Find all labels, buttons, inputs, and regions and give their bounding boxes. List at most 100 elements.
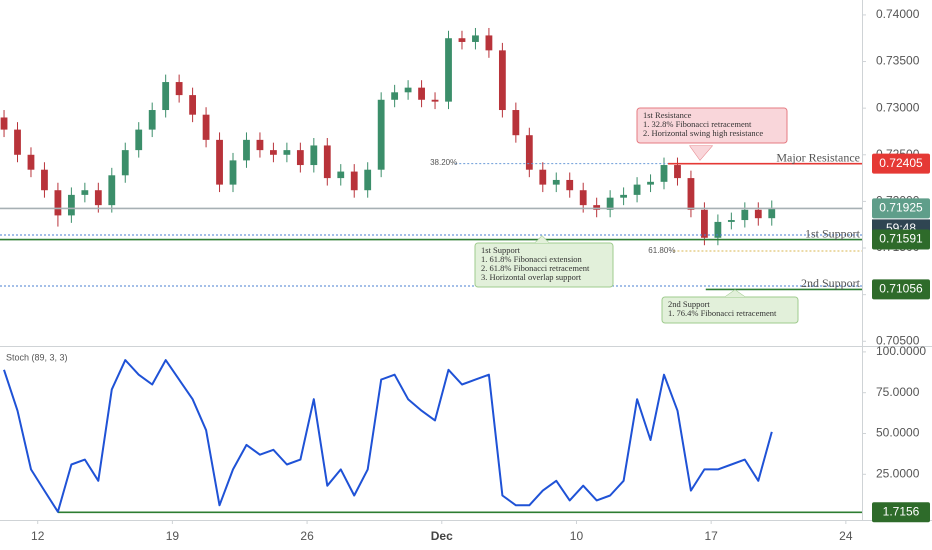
candle-body: [121, 150, 129, 176]
candle-body: [216, 139, 223, 185]
candle-body: [431, 99, 439, 102]
annotation-line: 1st Resistance: [643, 110, 692, 120]
candle-body: [54, 190, 62, 216]
candle-body: [135, 129, 143, 151]
candle-body: [81, 190, 89, 195]
candle-body: [202, 114, 210, 140]
candle-body: [14, 129, 21, 155]
annotation-box: [636, 107, 788, 144]
candle-body: [498, 50, 506, 111]
candle-body: [741, 209, 749, 221]
candle-body: [552, 179, 560, 185]
level-name: 2nd Support: [801, 276, 861, 290]
candle-body: [162, 82, 170, 111]
x-tick-label: 17: [704, 529, 718, 543]
stoch-title: Stoch (89, 3, 3): [6, 352, 68, 362]
candle-body: [364, 169, 372, 191]
fib-label: 61.80%: [648, 246, 675, 255]
candle-body: [647, 181, 654, 185]
candle-body: [512, 110, 520, 136]
price-tag: [872, 279, 930, 300]
candle-body: [175, 82, 183, 96]
price-tag-label: 0.71925: [879, 201, 923, 215]
candle-body: [41, 169, 48, 191]
annotation-line: 2nd Support: [668, 299, 710, 309]
price-tag: [872, 229, 930, 250]
candle-body: [323, 145, 331, 179]
y-tick-label: 50.0000: [876, 426, 920, 440]
annotation-pointer-cover: [725, 290, 745, 297]
level-name: 1st Support: [805, 226, 861, 240]
annotation-line: 1st Support: [481, 245, 521, 255]
level-tag: [872, 502, 930, 523]
candle-body: [701, 209, 708, 238]
candle-body: [485, 35, 493, 51]
candle-body: [579, 190, 587, 206]
candle-body: [243, 139, 250, 161]
candle-body: [566, 179, 574, 191]
price-tag: [872, 153, 930, 174]
candle-body: [660, 165, 668, 182]
level-tag-label: 1.7156: [883, 504, 920, 518]
price-tag: [872, 198, 930, 219]
candle-body: [296, 150, 304, 166]
y-tick-label: 25.0000: [876, 466, 920, 480]
candle-body: [377, 99, 385, 170]
x-tick-label: 12: [31, 529, 45, 543]
candle-body: [458, 38, 466, 42]
level-name: Major Resistance: [776, 150, 860, 164]
candle-body: [418, 87, 425, 100]
candle-body: [472, 35, 479, 42]
y-tick-label: 0.73500: [876, 54, 920, 68]
x-tick-label: 24: [839, 529, 853, 543]
x-tick-label: Dec: [431, 529, 453, 543]
y-tick-label: 100.0000: [876, 344, 926, 358]
candle-body: [768, 207, 776, 219]
candle-body: [337, 171, 345, 179]
candle-body: [593, 205, 601, 210]
candle-body: [189, 95, 197, 115]
candle-body: [606, 197, 614, 210]
candle-body: [525, 135, 533, 170]
candle-body: [350, 171, 358, 191]
y-tick-label: 0.74000: [876, 7, 920, 21]
candle-body: [229, 160, 237, 185]
candle-body: [687, 178, 695, 210]
candle-body: [27, 154, 35, 170]
candle-body: [620, 194, 628, 198]
candle-body: [539, 169, 547, 185]
candle-body: [445, 38, 452, 102]
price-tag-label: 0.71056: [879, 282, 923, 296]
annotation-pointer-cover: [690, 146, 712, 160]
candle-body: [148, 110, 156, 130]
x-tick-label: 26: [300, 529, 314, 543]
stoch-line: [3, 359, 773, 513]
y-tick-label: 0.70500: [876, 333, 920, 347]
annotation-line: 2. Horizontal swing high resistance: [643, 128, 763, 138]
annotation-line: 2. 61.8% Fibonacci retracement: [481, 263, 590, 273]
y-tick-label: 0.73000: [876, 100, 920, 114]
candle-body: [754, 209, 762, 219]
y-tick-label: 75.0000: [876, 385, 920, 399]
candle-body: [310, 145, 318, 166]
annotation-pointer-cover: [535, 236, 549, 243]
annotation-line: 1. 76.4% Fibonacci retracement: [668, 308, 777, 318]
candle-body: [404, 87, 412, 93]
candle-body: [67, 194, 75, 216]
candle-body: [108, 175, 116, 206]
annotation-line: 1. 32.8% Fibonacci retracement: [643, 119, 752, 129]
candle-body: [633, 184, 641, 195]
price-tag-label: 0.71591: [879, 232, 923, 246]
candle-body: [391, 92, 399, 100]
x-tick-label: 19: [166, 529, 180, 543]
candle-body: [674, 165, 681, 179]
annotation-line: 3. Horizontal overlap support: [481, 272, 582, 282]
candle-body: [94, 190, 102, 206]
candle-body: [0, 117, 8, 130]
price-tag-label: 0.72405: [879, 156, 923, 170]
candle-body: [283, 150, 291, 155]
candle-body: [727, 220, 735, 222]
